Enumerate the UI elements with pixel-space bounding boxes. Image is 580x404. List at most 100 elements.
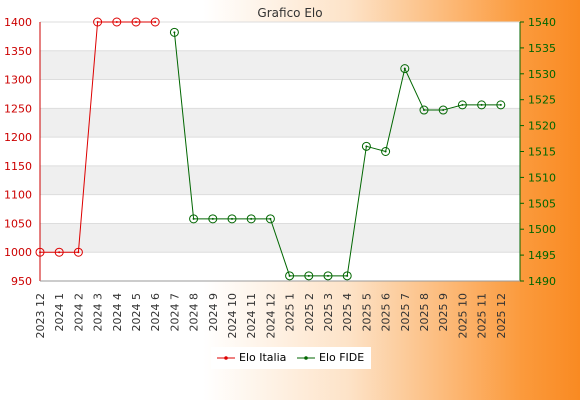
data-point-center-elo-fide	[499, 103, 502, 106]
y-tick-label-left: 1150	[4, 160, 32, 173]
x-tick-label: 2024 12	[264, 293, 277, 339]
x-tick-label: 2024 11	[245, 293, 258, 339]
x-tick-label: 2024 7	[168, 293, 181, 332]
data-point-center-elo-fide	[384, 150, 387, 153]
x-tick-label: 2025 1	[284, 293, 297, 332]
data-point-center-elo-fide	[403, 67, 406, 70]
y-tick-label-left: 1300	[4, 74, 32, 87]
x-tick-label: 2025 4	[341, 293, 354, 332]
data-point-center-elo-fide	[480, 103, 483, 106]
data-point-center-elo-fide	[288, 274, 291, 277]
data-point-elo-fide	[342, 271, 352, 281]
data-point-center-elo-italia	[115, 21, 118, 23]
x-tick-label: 2024 1	[53, 293, 66, 332]
y-tick-label-right: 1500	[528, 223, 556, 236]
data-point-center-elo-fide	[192, 217, 195, 220]
grid	[40, 21, 520, 282]
chart-title: Grafico Elo	[257, 6, 322, 20]
y-tick-label-left: 950	[11, 275, 32, 288]
y-tick-label-left: 1200	[4, 131, 32, 144]
data-point-elo-fide	[496, 100, 506, 110]
data-point-elo-italia	[150, 17, 160, 27]
plot-area	[40, 22, 520, 281]
x-tick-label: 2025 3	[322, 293, 335, 332]
series-elo-italia	[35, 17, 160, 257]
series-line-elo-fide	[173, 32, 501, 277]
y-tick-label-left: 1000	[4, 246, 32, 259]
data-point-center-elo-fide	[327, 274, 329, 277]
y-tick-label-right: 1490	[528, 275, 556, 288]
grid-band	[40, 108, 520, 138]
series-elo-fide	[169, 27, 506, 281]
data-point-center-elo-fide	[442, 109, 445, 112]
data-point-elo-italia	[35, 247, 45, 257]
data-point-center-elo-italia	[58, 251, 61, 254]
y-tick-label-left: 1400	[4, 16, 32, 29]
data-point-center-elo-fide	[423, 109, 425, 112]
x-tick-label: 2024 9	[207, 293, 220, 332]
data-point-elo-italia	[131, 17, 141, 27]
x-tick-label: 2025 2	[303, 293, 316, 332]
y-tick-label-right: 1495	[528, 249, 556, 262]
x-tick-label: 2025 8	[418, 293, 431, 332]
data-point-center-elo-fide	[231, 217, 233, 220]
data-point-center-elo-fide	[211, 217, 214, 220]
y-tick-label-right: 1505	[528, 197, 556, 210]
y-axis-left: 950 1000 1050 1100 1150 1200 1250 1300 1350 1400	[4, 16, 41, 288]
legend-swatch-elo-italia	[217, 356, 235, 360]
data-point-elo-fide	[246, 214, 256, 224]
data-point-center-elo-fide	[173, 31, 176, 34]
y-tick-label-right: 1535	[528, 42, 556, 55]
data-point-center-elo-italia	[135, 21, 137, 23]
x-tick-label: 2024 8	[188, 293, 201, 332]
x-tick-label: 2025 12	[495, 293, 508, 339]
x-tick-label: 2025 11	[476, 293, 489, 339]
data-point-elo-fide	[457, 100, 467, 110]
data-point-center-elo-italia	[154, 21, 157, 23]
x-tick-label: 2025 9	[437, 293, 450, 332]
y-tick-label-left: 1050	[4, 217, 32, 230]
data-point-center-elo-fide	[346, 274, 349, 277]
data-point-center-elo-fide	[307, 274, 310, 277]
x-tick-label: 2024 10	[226, 293, 239, 339]
data-point-elo-fide	[438, 105, 448, 115]
data-point-elo-fide	[323, 271, 333, 281]
legend-swatch-elo-fide	[297, 356, 315, 360]
data-point-elo-fide	[381, 147, 391, 156]
y-axis-right: 1490 1495 1500 1505 1510 1515 1520 1525 1530 1535…	[519, 16, 556, 288]
data-point-elo-fide	[304, 271, 314, 281]
x-tick-label: 2025 5	[360, 293, 373, 332]
data-point-elo-italia	[54, 247, 64, 257]
grid-band	[40, 165, 520, 195]
x-tick-label: 2025 6	[380, 293, 393, 332]
data-point-elo-fide	[477, 100, 487, 110]
y-tick-label-right: 1530	[528, 68, 556, 81]
data-point-elo-fide	[208, 214, 218, 224]
y-tick-label-right: 1525	[528, 94, 556, 107]
x-tick-label: 2025 7	[399, 293, 412, 332]
x-tick-label: 2024 3	[92, 293, 105, 332]
x-tick-label: 2024 4	[111, 293, 124, 332]
legend: Elo Italia Elo FIDE	[211, 347, 371, 369]
x-axis: 2023 12 2024 1 2024 2 2024 3 2024 4 2024 5 202…	[34, 280, 520, 339]
data-point-elo-fide	[285, 271, 295, 281]
data-point-elo-italia	[93, 17, 103, 27]
data-point-center-elo-italia	[39, 251, 41, 254]
x-tick-label: 2024 2	[72, 293, 85, 332]
grid-band	[40, 50, 520, 80]
y-tick-label-right: 1540	[528, 16, 556, 29]
data-point-elo-italia	[112, 17, 122, 27]
x-tick-label: 2024 5	[130, 293, 143, 332]
data-point-elo-italia	[73, 247, 83, 257]
legend-label-elo-italia: Elo Italia	[239, 351, 287, 364]
data-point-elo-fide	[169, 27, 179, 37]
data-point-elo-fide	[419, 105, 429, 115]
data-point-elo-fide	[227, 214, 237, 224]
y-tick-label-right: 1520	[528, 120, 556, 133]
y-tick-label-left: 1100	[4, 189, 32, 202]
data-point-center-elo-italia	[77, 251, 80, 254]
data-point-center-elo-fide	[269, 217, 272, 220]
data-point-center-elo-fide	[365, 145, 368, 148]
data-point-elo-fide	[400, 64, 410, 74]
